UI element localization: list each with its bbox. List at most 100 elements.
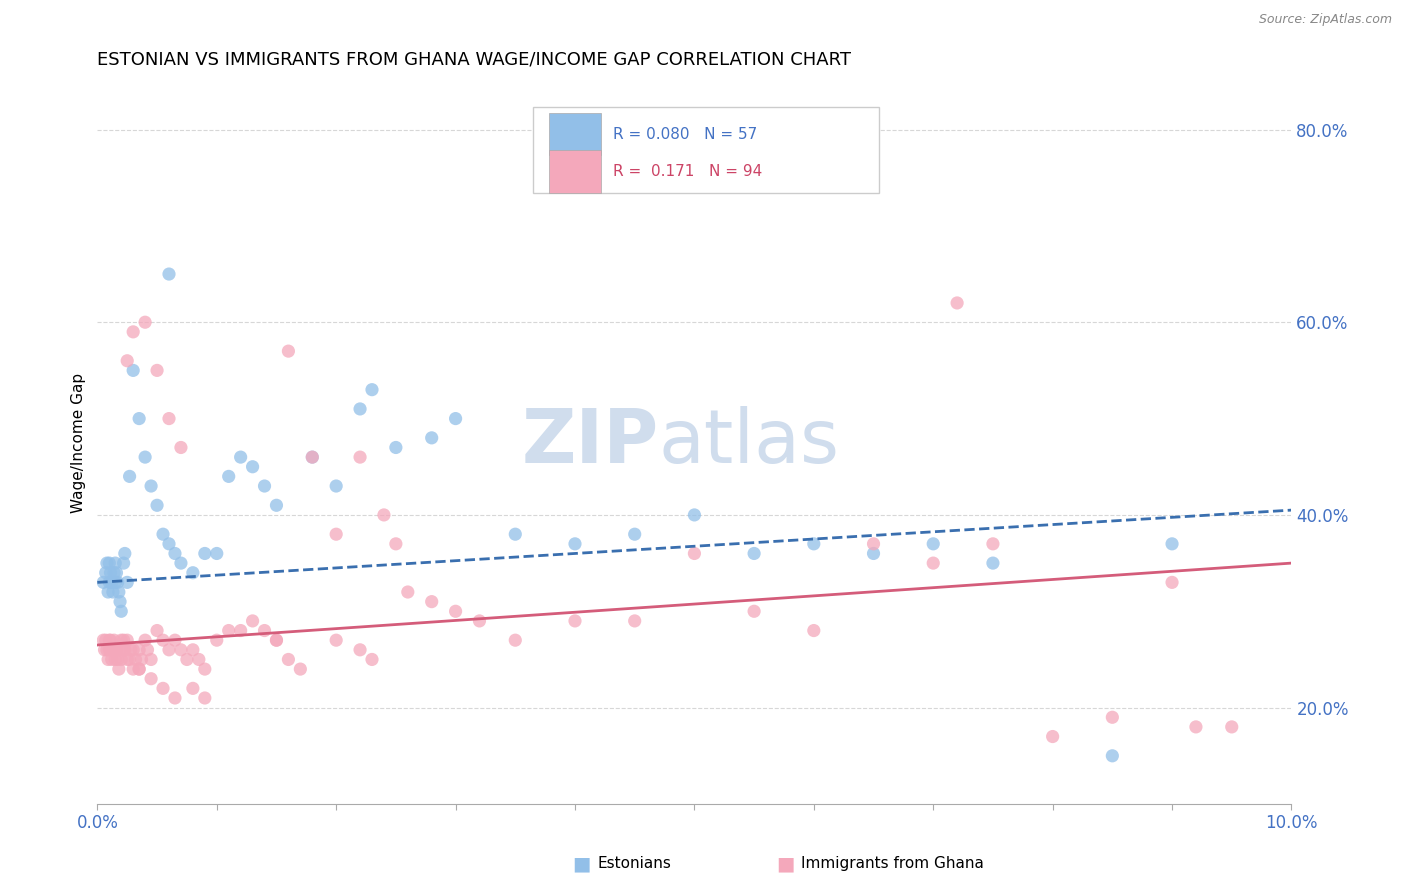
- Point: [325, 527, 347, 541]
- Point: [981, 556, 1004, 570]
- Point: [157, 267, 180, 281]
- Point: [108, 594, 131, 608]
- Point: [1161, 575, 1184, 590]
- Point: [444, 604, 467, 618]
- Point: [105, 566, 128, 580]
- Point: [170, 556, 193, 570]
- Point: [128, 662, 150, 676]
- Point: [94, 633, 117, 648]
- Point: [104, 575, 127, 590]
- Point: [110, 652, 132, 666]
- Point: [325, 633, 347, 648]
- Point: [112, 642, 135, 657]
- Point: [862, 546, 884, 560]
- FancyBboxPatch shape: [548, 112, 602, 155]
- Point: [152, 633, 174, 648]
- Point: [93, 642, 115, 657]
- Point: [157, 411, 180, 425]
- Point: [683, 546, 706, 560]
- Point: [187, 652, 209, 666]
- Point: [742, 604, 765, 618]
- Point: [266, 498, 288, 512]
- Text: ESTONIAN VS IMMIGRANTS FROM GHANA WAGE/INCOME GAP CORRELATION CHART: ESTONIAN VS IMMIGRANTS FROM GHANA WAGE/I…: [97, 51, 852, 69]
- Point: [564, 537, 586, 551]
- Point: [349, 450, 371, 464]
- Point: [97, 652, 120, 666]
- Point: [157, 537, 180, 551]
- Point: [101, 585, 124, 599]
- Point: [128, 411, 150, 425]
- Point: [683, 508, 706, 522]
- Text: Estonians: Estonians: [598, 856, 672, 871]
- Point: [98, 556, 121, 570]
- Point: [803, 624, 825, 638]
- Point: [128, 642, 150, 657]
- Point: [301, 450, 323, 464]
- Point: [1101, 748, 1123, 763]
- Point: [229, 624, 252, 638]
- Point: [205, 633, 228, 648]
- Point: [98, 633, 121, 648]
- Point: [112, 633, 135, 648]
- Point: [385, 537, 408, 551]
- Point: [242, 614, 264, 628]
- Point: [118, 652, 141, 666]
- Text: R =  0.171   N = 94: R = 0.171 N = 94: [613, 164, 762, 179]
- Point: [96, 556, 118, 570]
- Point: [373, 508, 395, 522]
- Point: [922, 537, 945, 551]
- Point: [104, 642, 127, 657]
- Point: [444, 411, 467, 425]
- Point: [361, 383, 384, 397]
- Point: [152, 527, 174, 541]
- Text: ZIP: ZIP: [522, 406, 658, 479]
- Point: [623, 527, 645, 541]
- Text: Immigrants from Ghana: Immigrants from Ghana: [801, 856, 984, 871]
- Point: [1161, 537, 1184, 551]
- Point: [139, 652, 162, 666]
- Point: [91, 575, 114, 590]
- Point: [742, 546, 765, 560]
- Point: [229, 450, 252, 464]
- Point: [242, 459, 264, 474]
- Point: [146, 498, 169, 512]
- Point: [100, 633, 122, 648]
- Point: [146, 624, 169, 638]
- Point: [124, 652, 146, 666]
- Point: [120, 642, 142, 657]
- Point: [122, 363, 145, 377]
- Text: ■: ■: [572, 854, 591, 873]
- Point: [98, 575, 121, 590]
- Point: [803, 537, 825, 551]
- Text: ■: ■: [776, 854, 794, 873]
- Point: [100, 575, 122, 590]
- Point: [176, 652, 198, 666]
- Point: [108, 642, 131, 657]
- Point: [100, 566, 122, 580]
- Point: [349, 401, 371, 416]
- Point: [181, 681, 204, 696]
- Point: [114, 546, 136, 560]
- Point: [420, 594, 443, 608]
- Point: [205, 546, 228, 560]
- Point: [122, 662, 145, 676]
- Point: [194, 691, 217, 706]
- Point: [623, 614, 645, 628]
- Point: [110, 633, 132, 648]
- Point: [181, 642, 204, 657]
- Point: [396, 585, 419, 599]
- Point: [218, 469, 240, 483]
- Point: [361, 652, 384, 666]
- Point: [349, 642, 371, 657]
- Point: [290, 662, 312, 676]
- Point: [131, 652, 153, 666]
- Point: [981, 537, 1004, 551]
- Point: [100, 652, 122, 666]
- Point: [108, 585, 131, 599]
- Point: [122, 325, 145, 339]
- Point: [170, 642, 193, 657]
- Point: [194, 662, 217, 676]
- Point: [103, 633, 125, 648]
- Point: [104, 652, 127, 666]
- Point: [325, 479, 347, 493]
